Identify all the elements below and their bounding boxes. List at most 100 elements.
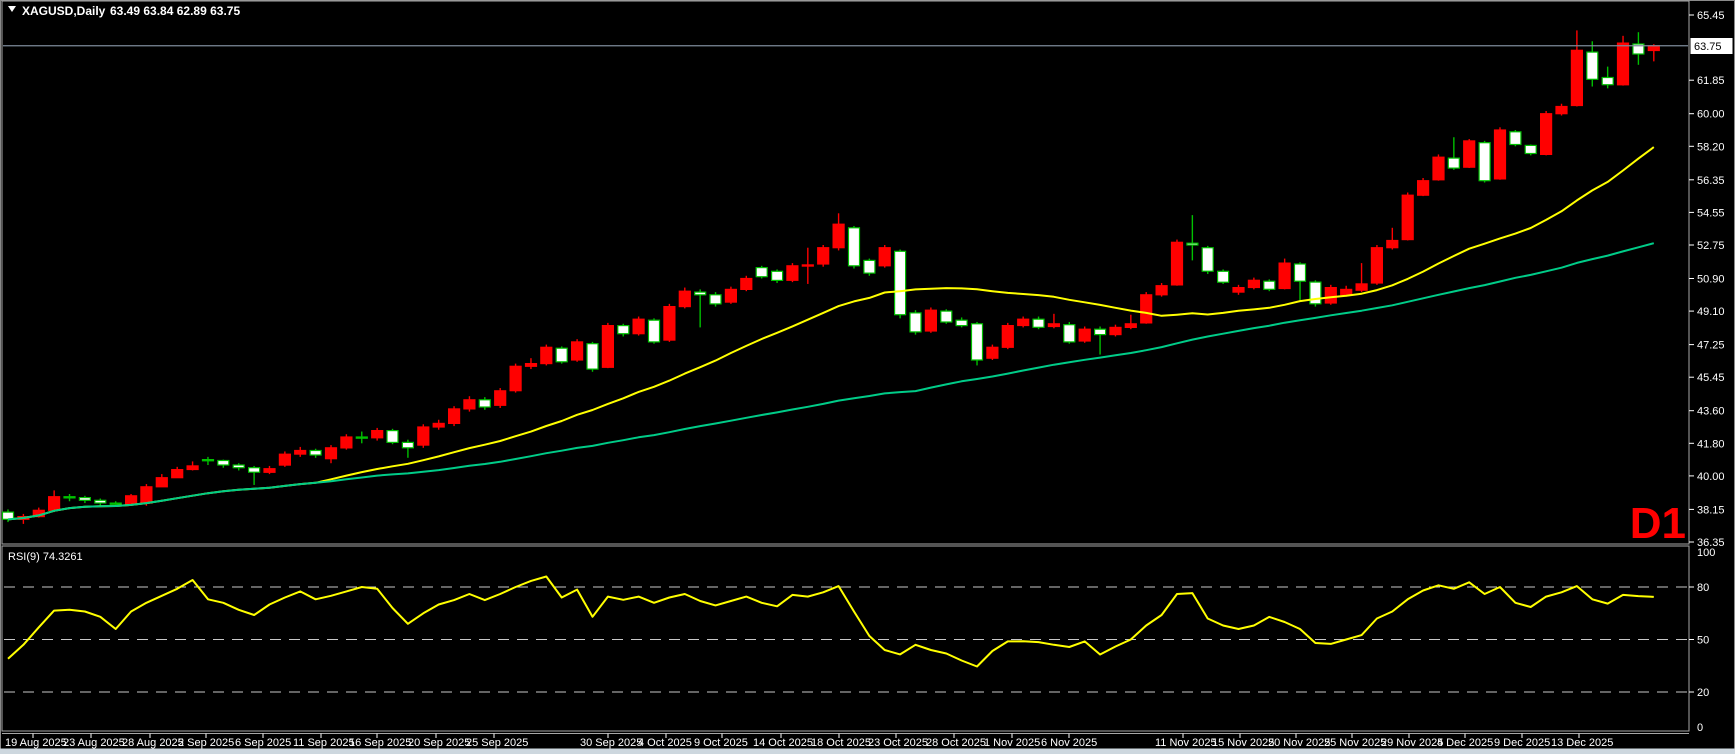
rsi-line xyxy=(7,575,1654,668)
candle-body xyxy=(1416,180,1430,196)
symbol-dropdown-triangle-icon[interactable] xyxy=(8,6,16,12)
candle-body xyxy=(1001,325,1014,348)
time-axis-label: 23 Oct 2025 xyxy=(868,737,928,749)
rsi-axis-label: 20 xyxy=(1697,687,1709,699)
price-scale[interactable]: 65.45 61.85 60.00 58.20 56.35 54.55 52.75 50.90… xyxy=(1689,1,1734,549)
candle-body xyxy=(386,430,399,444)
main-panel-border xyxy=(1,0,1690,545)
candle-body xyxy=(309,449,322,456)
rsi-axis-label: 50 xyxy=(1697,635,1709,647)
candle-body xyxy=(1647,45,1660,52)
candle-body xyxy=(1509,131,1522,146)
candle-body xyxy=(171,469,184,479)
candle-body xyxy=(678,290,691,308)
current-price-tag-value: 63.75 xyxy=(1694,41,1722,53)
candle-body xyxy=(63,496,76,499)
candle-body xyxy=(1616,42,1630,86)
price-scale-hit-area[interactable] xyxy=(1690,1,1734,544)
candle-body xyxy=(201,459,215,462)
candle-body xyxy=(263,468,276,473)
candle-body xyxy=(448,408,461,424)
candle-body xyxy=(863,259,876,274)
candle-body xyxy=(1432,156,1445,181)
time-axis-label: 20 Nov 2025 xyxy=(1268,737,1330,749)
price-axis-label: 58.20 xyxy=(1697,141,1725,153)
rsi-panel-border xyxy=(1,545,1690,732)
candle-body xyxy=(217,459,230,466)
candle-body xyxy=(1247,279,1261,289)
candle-body xyxy=(432,422,445,428)
candle-body xyxy=(1340,288,1353,296)
candle-body xyxy=(1063,324,1076,343)
candle-body xyxy=(509,365,522,392)
candle-body xyxy=(1401,194,1414,241)
moving-average-slow xyxy=(7,242,1655,521)
price-axis-label: 40.00 xyxy=(1697,471,1725,483)
candle-body xyxy=(524,363,538,367)
time-axis-label: 4 Dec 2025 xyxy=(1437,737,1493,749)
time-axis-label: 28 Oct 2025 xyxy=(926,737,986,749)
price-axis-label: 56.35 xyxy=(1697,175,1725,187)
price-axis-label: 45.45 xyxy=(1697,372,1725,384)
candle-body xyxy=(817,247,830,265)
bottom-scroll-strip[interactable] xyxy=(0,748,1735,754)
price-axis-label: 41.80 xyxy=(1697,438,1725,450)
candle-body xyxy=(1186,242,1199,246)
candle-body xyxy=(78,497,92,501)
price-axis-label: 54.55 xyxy=(1697,207,1725,219)
candle-body xyxy=(924,309,938,332)
timeframe-badge: D1 xyxy=(1630,499,1686,548)
time-axis-label: 30 Sep 2025 xyxy=(580,737,642,749)
rsi-scale-hit-area[interactable] xyxy=(1690,546,1734,731)
candle-body xyxy=(1216,270,1230,283)
time-axis-label: 25 Nov 2025 xyxy=(1324,737,1386,749)
candle-body xyxy=(1293,263,1307,282)
candle-body xyxy=(1370,247,1384,284)
candle-body xyxy=(1601,76,1614,86)
candle-body xyxy=(478,399,491,408)
candle-body xyxy=(278,453,291,466)
time-axis-label: 19 Aug 2025 xyxy=(5,737,67,749)
price-axis-label: 50.90 xyxy=(1697,274,1725,286)
candle-body xyxy=(1109,326,1122,336)
time-axis-label: 11 Nov 2025 xyxy=(1155,737,1217,749)
candle-body xyxy=(601,325,615,368)
candle-body xyxy=(109,502,122,505)
time-axis-label: 11 Sep 2025 xyxy=(293,737,355,749)
candle-body xyxy=(1155,285,1168,296)
candle-body xyxy=(709,294,722,305)
price-axis-label: 43.60 xyxy=(1697,406,1725,418)
time-axis-label: 6 Sep 2025 xyxy=(235,737,291,749)
candle-body xyxy=(632,318,645,335)
candle-body xyxy=(647,319,661,343)
price-axis-label: 38.15 xyxy=(1697,504,1725,516)
candle-body xyxy=(786,265,799,281)
candlestick-series xyxy=(1,30,1660,524)
candle-body xyxy=(940,310,953,323)
candle-body xyxy=(694,291,707,296)
moving-averages xyxy=(7,146,1655,521)
candle-body xyxy=(1032,318,1045,328)
rsi-axis-label: 0 xyxy=(1697,722,1703,734)
candle-body xyxy=(570,341,584,361)
time-axis-label: 29 Nov 2025 xyxy=(1381,737,1443,749)
candle-body xyxy=(1324,287,1337,304)
candle-body xyxy=(155,477,168,488)
candle-body xyxy=(1586,51,1599,80)
candle-body xyxy=(494,390,507,406)
current-price-tag xyxy=(1690,38,1733,54)
candle-body xyxy=(832,223,845,249)
candle-body xyxy=(417,426,430,446)
candle-body xyxy=(970,323,984,361)
candle-body xyxy=(801,264,814,267)
rsi-scale[interactable]: 100 80 50 20 0 xyxy=(1689,546,1734,734)
rsi-indicator-label: RSI(9) 74.3261 xyxy=(8,551,83,563)
candle-body xyxy=(1170,241,1184,286)
candle-body xyxy=(294,449,307,455)
rsi-grid xyxy=(4,586,1687,693)
candle-body xyxy=(1232,287,1245,293)
candle-body xyxy=(248,467,261,473)
